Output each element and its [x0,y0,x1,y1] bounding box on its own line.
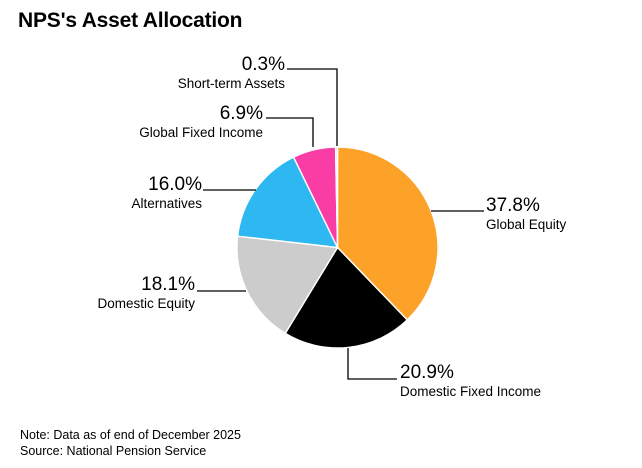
name-domestic-equity: Domestic Equity [97,296,195,311]
connector-short-term-assets [287,68,338,146]
pct-global-fixed-income: 6.9% [219,103,263,124]
pie-slice-domestic-equity [236,235,339,335]
note-text: Note: Data as of end of December 2025 [20,428,241,442]
pct-domestic-fixed-income: 20.9% [400,362,454,383]
footnote: Note: Data as of end of December 2025 So… [20,428,241,459]
name-global-equity: Global Equity [486,217,567,232]
connector-global-fixed-income [266,117,314,147]
pie-slice-short-term-assets [334,146,339,249]
name-alternatives: Alternatives [131,196,202,211]
source-text: Source: National Pension Service [20,443,207,458]
pie-slice-global-equity [336,146,439,321]
name-domestic-fixed-income: Domestic Fixed Income [400,384,542,399]
label-domestic-fixed-income: 20.9% Domestic Fixed Income [400,363,541,400]
name-short-term-assets: Short-term Assets [177,76,285,91]
name-global-fixed-income: Global Fixed Income [139,125,263,140]
pie-slices [236,146,439,349]
connector-domestic-fixed-income [347,348,397,380]
pct-short-term-assets: 0.3% [241,54,285,75]
label-global-equity: 37.8% Global Equity [486,196,566,233]
chart-title: NPS's Asset Allocation [18,9,243,32]
label-domestic-equity: 18.1% Domestic Equity [97,275,195,312]
label-global-fixed-income: 6.9% Global Fixed Income [139,104,263,141]
label-alternatives: 16.0% Alternatives [131,175,202,212]
pct-domestic-equity: 18.1% [141,274,195,295]
label-short-term-assets: 0.3% Short-term Assets [178,55,285,92]
pie-slice-domestic-fixed-income [284,246,408,349]
pct-global-equity: 37.8% [486,195,540,216]
pct-alternatives: 16.0% [148,174,202,195]
